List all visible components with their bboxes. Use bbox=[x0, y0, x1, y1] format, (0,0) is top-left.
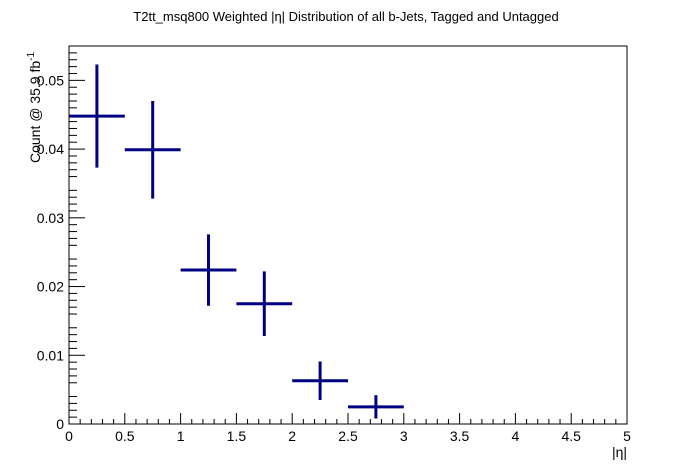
x-tick-label: 2.5 bbox=[338, 428, 358, 444]
y-axis-title-superscript: -1 bbox=[26, 51, 37, 60]
x-tick-label: 2 bbox=[288, 428, 296, 444]
data-point bbox=[180, 234, 237, 306]
x-tick-label: 3 bbox=[400, 428, 408, 444]
y-tick-label: 0.05 bbox=[37, 72, 64, 88]
x-tick-label: 4 bbox=[512, 428, 520, 444]
y-tick-label: 0 bbox=[56, 416, 64, 432]
x-tick-label: 3.5 bbox=[450, 428, 470, 444]
x-axis-title: |η| bbox=[612, 444, 627, 460]
y-tick-label: 0.04 bbox=[37, 141, 64, 157]
x-tick-label: 1 bbox=[177, 428, 185, 444]
x-tick-label: 0.5 bbox=[115, 428, 135, 444]
x-tick-label: 0 bbox=[65, 428, 73, 444]
chart-title: T2tt_msq800 Weighted |η| Distribution of… bbox=[133, 9, 558, 24]
x-tick-label: 5 bbox=[623, 428, 631, 444]
data-point bbox=[292, 361, 348, 400]
y-axis: 0 0.01 0.02 0.03 0.04 0.05 bbox=[37, 52, 85, 432]
y-tick-label: 0.01 bbox=[37, 347, 64, 363]
x-axis: 0 0.5 1 1.5 2 2.5 3 3.5 4 4.5 5 bbox=[65, 413, 631, 444]
data-points bbox=[69, 64, 404, 419]
x-tick-label: 4.5 bbox=[561, 428, 581, 444]
y-axis-title: Count @ 35.9 fb-1 bbox=[26, 51, 43, 163]
y-axis-title-main: Count @ 35.9 fb bbox=[27, 61, 43, 163]
data-point bbox=[236, 271, 293, 337]
data-point bbox=[348, 395, 404, 419]
data-point bbox=[124, 100, 181, 199]
data-point bbox=[69, 64, 125, 168]
x-tick-label: 1.5 bbox=[227, 428, 247, 444]
y-tick-label: 0.02 bbox=[37, 279, 64, 295]
y-tick-label: 0.03 bbox=[37, 210, 64, 226]
